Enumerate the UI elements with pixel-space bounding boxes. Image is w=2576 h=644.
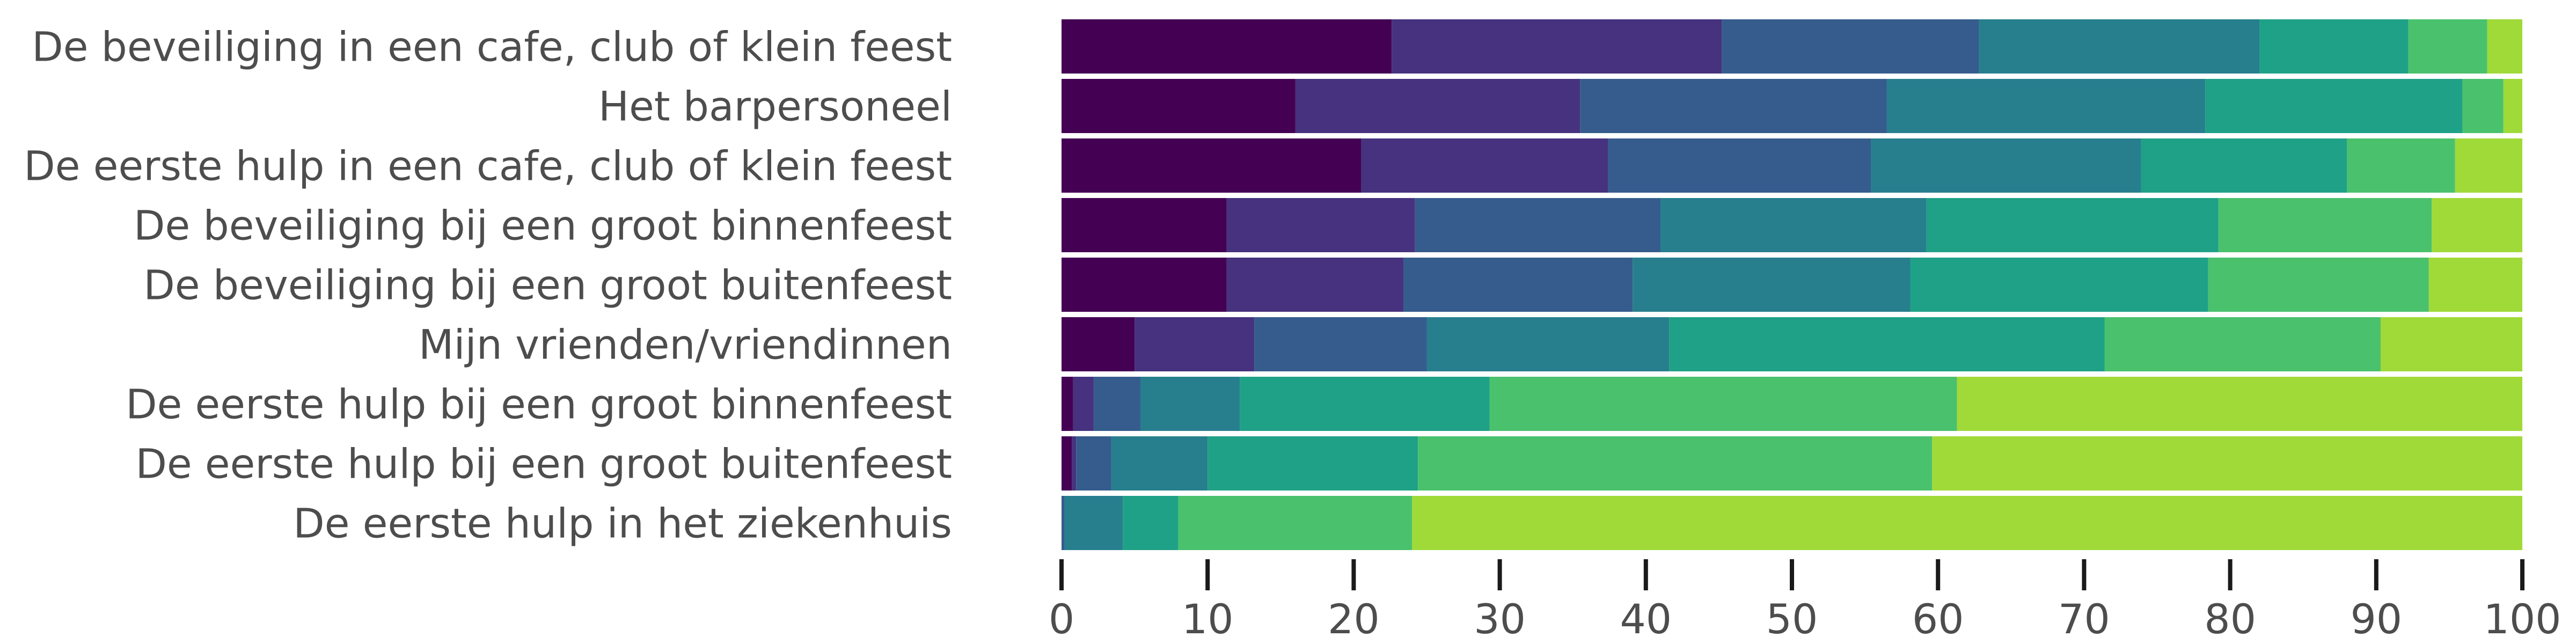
bar-segment xyxy=(1062,138,1362,193)
x-tick-label: 90 xyxy=(2350,595,2402,643)
bar-segment xyxy=(1886,79,2206,133)
bar-segment xyxy=(1669,317,2105,371)
x-tick-label: 60 xyxy=(1912,595,1964,643)
bar-segment xyxy=(1910,258,2208,312)
category-label: De beveiliging bij een groot buitenfeest xyxy=(143,261,952,309)
bar-segment xyxy=(1062,317,1135,371)
bar-segment xyxy=(1932,436,2522,491)
bar-segment xyxy=(1111,436,1208,491)
bar-segment xyxy=(1226,258,1403,312)
bar-segment xyxy=(1957,377,2522,431)
bar-segment xyxy=(2141,138,2347,193)
bar-segment xyxy=(1135,317,1255,371)
bar-segment xyxy=(1073,377,1094,431)
bar-segment xyxy=(1062,258,1227,312)
bar-segment xyxy=(1412,496,2522,550)
category-labels: De beveiliging in een cafe, club of klei… xyxy=(24,23,952,547)
bar-segment xyxy=(1062,377,1073,431)
bar-segment xyxy=(2432,198,2522,252)
bar-segment xyxy=(1240,377,1490,431)
bar-segment xyxy=(2104,317,2381,371)
x-tick-label: 100 xyxy=(2483,595,2561,643)
bar-segment xyxy=(1403,258,1633,312)
bar-segment xyxy=(2208,258,2429,312)
bar-segment xyxy=(1722,19,1979,74)
bar-segment xyxy=(1140,377,1240,431)
bar-segment xyxy=(2347,138,2455,193)
bar-segment xyxy=(1076,436,1111,491)
category-label: De eerste hulp bij een groot buitenfeest xyxy=(135,440,952,488)
bar-segment xyxy=(1178,496,1413,550)
x-tick-label: 30 xyxy=(1474,595,1526,643)
category-label: Het barpersoneel xyxy=(598,83,952,130)
category-label: De beveiliging in een cafe, club of klei… xyxy=(32,23,952,71)
x-tick-label: 10 xyxy=(1182,595,1234,643)
category-label: De beveiliging bij een groot binnenfeest xyxy=(134,202,952,250)
bars-group xyxy=(1062,19,2522,550)
bar-segment xyxy=(1426,317,1670,371)
bar-segment xyxy=(2428,258,2522,312)
x-axis: 0 10 20 30 40 50 60 70 80 90 100 xyxy=(1049,559,2562,643)
x-tick-label: 80 xyxy=(2204,595,2256,643)
bar-segment xyxy=(1489,377,1957,431)
bar-segment xyxy=(2205,79,2463,133)
bar-segment xyxy=(1392,19,1722,74)
x-tick-label: 70 xyxy=(2058,595,2110,643)
category-label: De eerste hulp in een cafe, club of klei… xyxy=(24,142,952,190)
bar-segment xyxy=(1123,496,1179,550)
bar-segment xyxy=(1093,377,1140,431)
category-label: Mijn vrienden/vriendinnen xyxy=(419,321,952,369)
bar-segment xyxy=(1415,198,1661,252)
x-tick-label: 50 xyxy=(1766,595,1818,643)
x-tick-label: 0 xyxy=(1049,595,1074,643)
bar-segment xyxy=(1295,79,1580,133)
bar-segment xyxy=(1870,138,2141,193)
bar-segment xyxy=(1608,138,1871,193)
bar-segment xyxy=(1062,79,1296,133)
bar-segment xyxy=(1226,198,1415,252)
bar-segment xyxy=(2380,317,2522,371)
bar-segment xyxy=(1208,436,1418,491)
bar-segment xyxy=(1062,436,1072,491)
bar-segment xyxy=(2455,138,2522,193)
bar-segment xyxy=(2462,79,2504,133)
bar-segment xyxy=(1254,317,1427,371)
bar-segment xyxy=(1062,496,1065,550)
bar-segment xyxy=(1072,436,1077,491)
bar-segment xyxy=(2503,79,2522,133)
bar-segment xyxy=(1064,496,1123,550)
bar-segment xyxy=(1062,198,1227,252)
bar-segment xyxy=(1660,198,1927,252)
bar-segment xyxy=(1580,79,1887,133)
x-tick-label: 40 xyxy=(1620,595,1672,643)
bar-segment xyxy=(1926,198,2219,252)
bar-segment xyxy=(1633,258,1911,312)
category-label: De eerste hulp bij een groot binnenfeest xyxy=(126,380,952,428)
bar-segment xyxy=(1062,19,1392,74)
bar-segment xyxy=(1361,138,1608,193)
category-label: De eerste hulp in het ziekenhuis xyxy=(293,500,952,547)
bar-segment xyxy=(2259,19,2409,74)
bar-segment xyxy=(1418,436,1933,491)
bar-segment xyxy=(2487,19,2522,74)
bar-segment xyxy=(1979,19,2260,74)
x-tick-label: 20 xyxy=(1328,595,1380,643)
bar-segment xyxy=(2408,19,2487,74)
bar-segment xyxy=(2218,198,2432,252)
